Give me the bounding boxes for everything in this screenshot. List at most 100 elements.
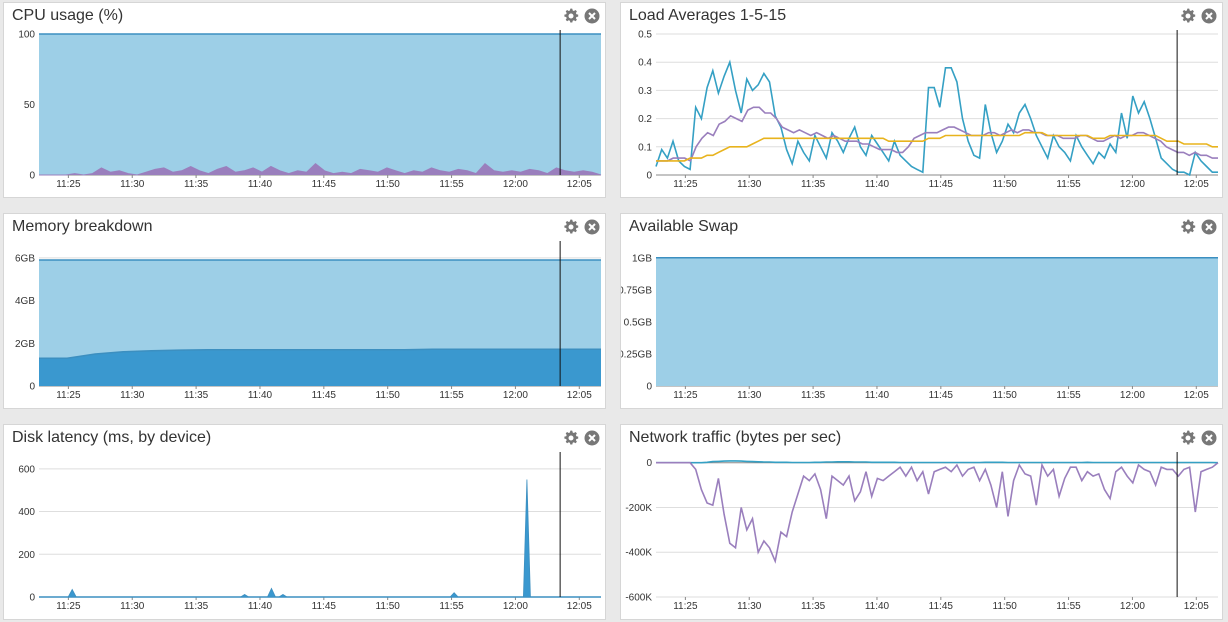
x-tick-label: 11:50 xyxy=(376,601,401,612)
panel-cpu-usage: CPU usage (%) 0 50 100 11:25 11:30 11:35 11:40… xyxy=(3,2,606,198)
x-tick-label: 11:35 xyxy=(801,601,826,612)
y-tick-label: 4GB xyxy=(15,296,35,307)
x-tick-label: 11:40 xyxy=(248,390,273,401)
latency-spike xyxy=(449,592,460,598)
panel-memory-breakdown: Memory breakdown 0 2GB 4GB 6GB 11:25 11:30 11:… xyxy=(3,213,606,409)
latency-spike xyxy=(239,593,251,598)
x-tick-label: 11:40 xyxy=(865,179,890,190)
x-tick-label: 11:45 xyxy=(929,601,954,612)
x-tick-label: 11:50 xyxy=(376,390,401,401)
series-line xyxy=(39,163,602,176)
x-tick-label: 11:45 xyxy=(312,601,337,612)
series-line-1 xyxy=(655,59,1218,177)
y-tick-label: 0 xyxy=(29,382,35,393)
panel-available-swap: Available Swap 0 0.25GB 0.5GB 0.75GB 1GB 11:2… xyxy=(620,213,1223,409)
series-line-out xyxy=(656,461,1219,564)
panel-network-traffic: Network traffic (bytes per sec) 0 -200K -4… xyxy=(620,424,1223,620)
y-tick-label: -200K xyxy=(625,503,652,514)
x-tick-label: 11:35 xyxy=(184,390,209,401)
y-tick-label: 600 xyxy=(18,464,35,475)
x-tick-label: 11:45 xyxy=(312,179,337,190)
latency-spike xyxy=(523,479,531,598)
panel-title: Load Averages 1-5-15 xyxy=(629,7,787,24)
x-tick-label: 11:55 xyxy=(1056,179,1081,190)
series-line-in xyxy=(656,460,1219,464)
network-traffic-chart[interactable]: 0 -200K -400K -600K 11:25 11:30 11:35 11:40 11:4… xyxy=(621,452,1224,621)
close-icon[interactable] xyxy=(1201,430,1217,446)
series-area xyxy=(656,257,1218,386)
y-tick-label: -600K xyxy=(625,593,652,604)
x-tick-label: 11:40 xyxy=(248,601,273,612)
gear-icon[interactable] xyxy=(563,430,579,446)
close-icon[interactable] xyxy=(584,430,600,446)
x-tick-label: 12:00 xyxy=(1120,179,1145,190)
y-tick-label: 0.1 xyxy=(638,142,652,153)
x-tick-label: 11:55 xyxy=(1056,390,1081,401)
y-tick-label: 0.5GB xyxy=(624,317,653,328)
y-tick-label: 1GB xyxy=(632,253,652,264)
load-averages-chart[interactable]: 0 0.1 0.2 0.3 0.4 0.5 11:25 11:30 11:35 11:40 11:4… xyxy=(621,30,1224,199)
x-tick-label: 11:30 xyxy=(737,601,762,612)
x-tick-label: 11:40 xyxy=(248,179,273,190)
close-icon[interactable] xyxy=(584,8,600,24)
x-tick-label: 11:30 xyxy=(120,179,145,190)
y-tick-label: -400K xyxy=(625,548,652,559)
y-tick-label: 0.2 xyxy=(638,114,652,125)
y-tick-label: 0.4 xyxy=(638,58,652,69)
x-tick-label: 11:45 xyxy=(929,179,954,190)
gear-icon[interactable] xyxy=(563,219,579,235)
available-swap-chart[interactable]: 0 0.25GB 0.5GB 0.75GB 1GB 11:25 11:30 11:35 11:4… xyxy=(621,241,1224,410)
x-tick-label: 11:25 xyxy=(673,601,698,612)
panel-load-averages: Load Averages 1-5-15 0 0.1 0.2 0.3 0.4 0.5 11:… xyxy=(620,2,1223,198)
x-tick-label: 12:00 xyxy=(503,179,528,190)
y-tick-label: 6GB xyxy=(15,253,35,264)
x-tick-label: 11:55 xyxy=(439,390,464,401)
panel-title: Network traffic (bytes per sec) xyxy=(629,429,842,446)
y-tick-label: 200 xyxy=(18,550,35,561)
y-tick-label: 0 xyxy=(29,593,35,604)
x-tick-label: 11:50 xyxy=(993,390,1018,401)
memory-breakdown-chart[interactable]: 0 2GB 4GB 6GB 11:25 11:30 11:35 11:40 11:45 11:50… xyxy=(4,241,607,410)
x-tick-label: 11:30 xyxy=(120,601,145,612)
series-line xyxy=(39,348,601,359)
gear-icon[interactable] xyxy=(1180,219,1196,235)
y-tick-label: 0.75GB xyxy=(621,285,652,296)
series-area xyxy=(39,163,601,175)
panel-title: Memory breakdown xyxy=(12,218,153,235)
y-tick-label: 0.25GB xyxy=(621,349,652,360)
x-tick-label: 11:50 xyxy=(993,601,1018,612)
panel-title: Disk latency (ms, by device) xyxy=(12,429,212,446)
series-line-5 xyxy=(656,106,1218,162)
x-tick-label: 11:35 xyxy=(801,179,826,190)
x-tick-label: 11:55 xyxy=(439,601,464,612)
y-tick-label: 400 xyxy=(18,507,35,518)
x-tick-label: 12:05 xyxy=(567,601,592,612)
series-area xyxy=(39,349,601,386)
x-tick-label: 11:45 xyxy=(312,390,337,401)
close-icon[interactable] xyxy=(1201,8,1217,24)
y-tick-label: 100 xyxy=(18,30,35,41)
gear-icon[interactable] xyxy=(1180,8,1196,24)
x-tick-label: 12:00 xyxy=(503,390,528,401)
x-tick-label: 11:35 xyxy=(184,601,209,612)
gear-icon[interactable] xyxy=(563,8,579,24)
cpu-usage-chart[interactable]: 0 50 100 11:25 11:30 11:35 11:40 11:45 11:50 11:5… xyxy=(4,30,607,199)
disk-latency-chart[interactable]: 0 200 400 600 11:25 11:30 11:35 11:40 11:45 11:50… xyxy=(4,452,607,621)
panel-title: CPU usage (%) xyxy=(12,7,124,24)
latency-spike xyxy=(266,587,277,598)
y-tick-label: 0 xyxy=(646,382,652,393)
x-tick-label: 11:35 xyxy=(184,179,209,190)
y-tick-label: 0 xyxy=(646,171,652,182)
x-tick-label: 12:05 xyxy=(1184,601,1209,612)
x-tick-label: 12:05 xyxy=(1184,390,1209,401)
close-icon[interactable] xyxy=(584,219,600,235)
x-tick-label: 11:30 xyxy=(737,179,762,190)
x-tick-label: 11:25 xyxy=(673,179,698,190)
y-tick-label: 2GB xyxy=(15,339,35,350)
y-tick-label: 0.3 xyxy=(638,86,652,97)
close-icon[interactable] xyxy=(1201,219,1217,235)
y-tick-label: 0.5 xyxy=(638,30,652,41)
y-tick-label: 0 xyxy=(646,458,652,469)
gear-icon[interactable] xyxy=(1180,430,1196,446)
x-tick-label: 11:55 xyxy=(1056,601,1081,612)
